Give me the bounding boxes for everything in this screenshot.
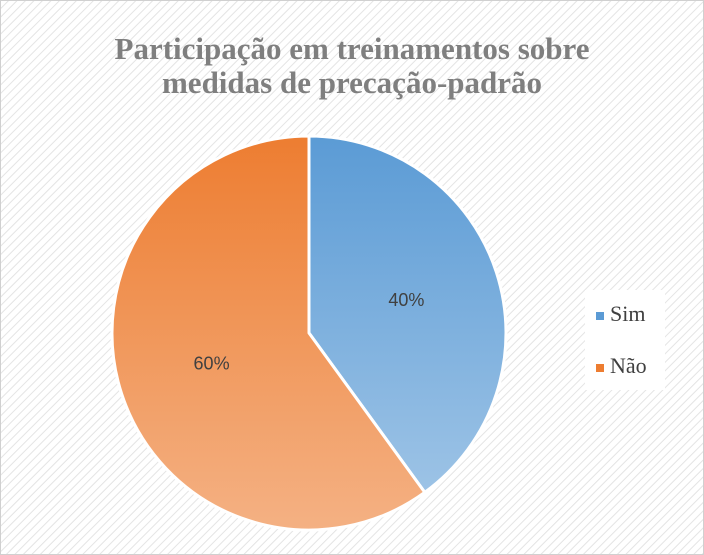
legend-label: Não	[610, 353, 647, 378]
legend-label: Sim	[610, 301, 645, 326]
chart-title: Participação em treinamentos sobre medid…	[114, 31, 590, 100]
pie-slice	[307, 134, 508, 494]
data-label: 60%	[194, 353, 230, 373]
pie-slice	[110, 134, 427, 532]
legend-swatch	[596, 364, 604, 372]
legend-box	[585, 290, 665, 390]
legend-swatch	[596, 312, 604, 320]
data-label: 40%	[388, 290, 424, 310]
